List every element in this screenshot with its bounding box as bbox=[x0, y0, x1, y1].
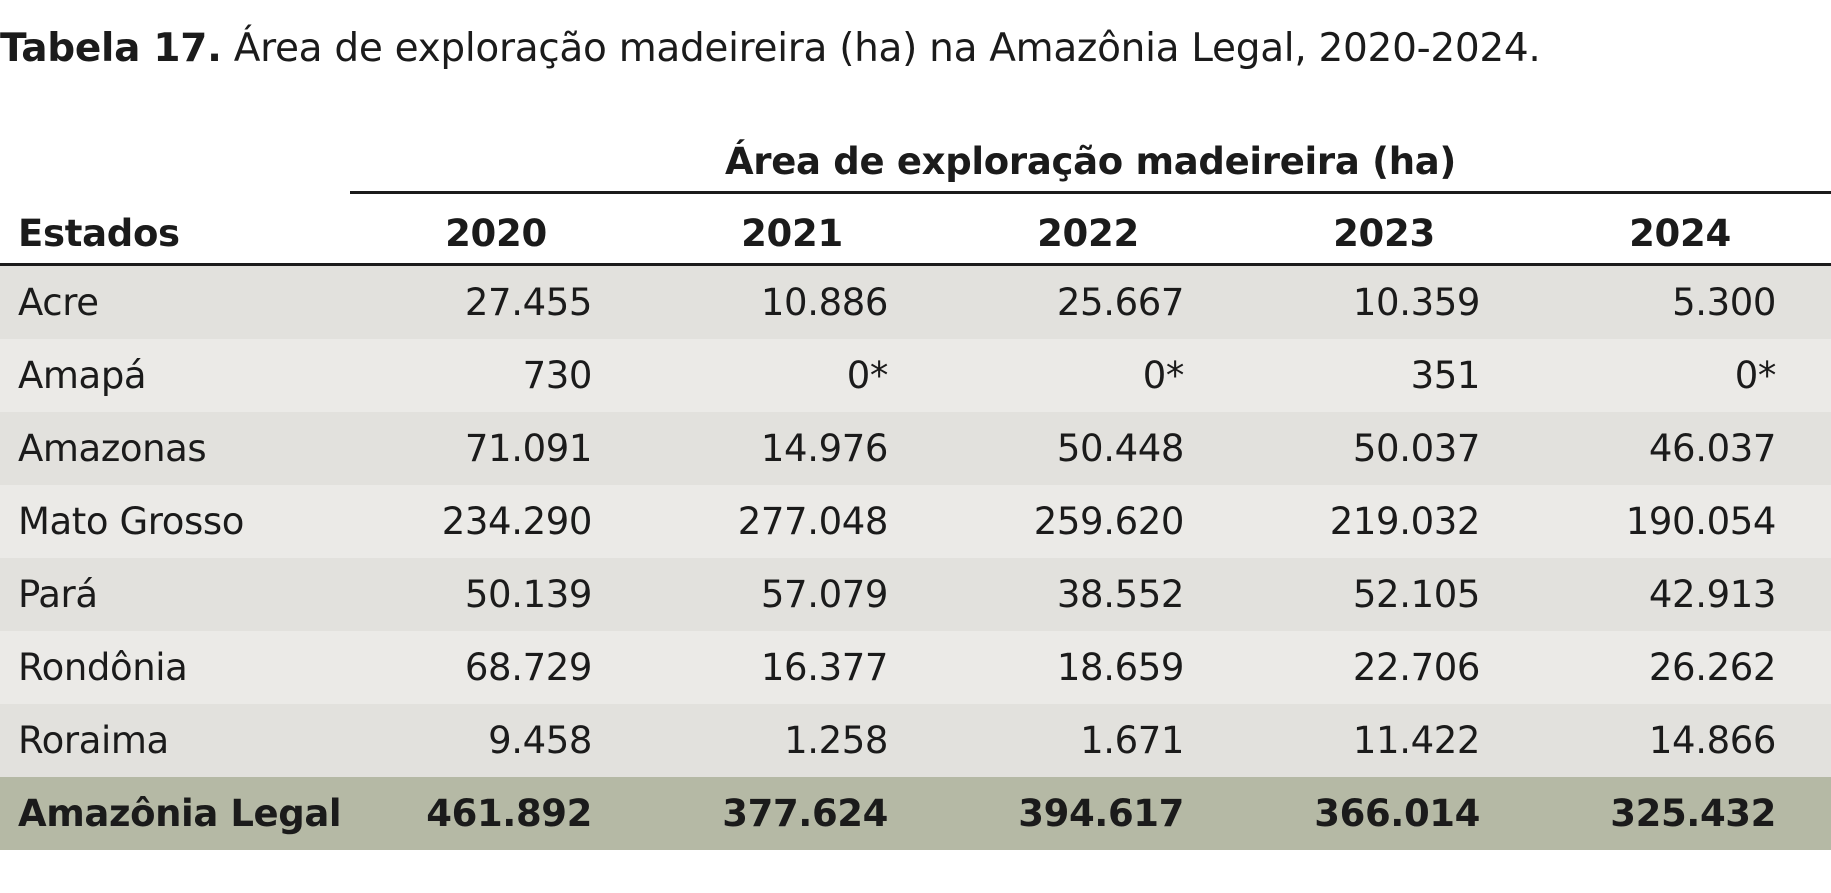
header-year: 2020 bbox=[445, 212, 547, 255]
value-cell: 22.706 bbox=[1352, 646, 1480, 689]
value-cell: 50.139 bbox=[464, 573, 592, 616]
value-cell: 46.037 bbox=[1648, 427, 1776, 470]
value-cell: 16.377 bbox=[760, 646, 888, 689]
caption-text: Área de exploração madeireira (ha) na Am… bbox=[221, 26, 1541, 71]
table-row: Pará 50.139 57.079 38.552 52.105 42.913 bbox=[0, 558, 1831, 631]
value-cell: 50.037 bbox=[1352, 427, 1480, 470]
table-row: Mato Grosso 234.290 277.048 259.620 219.… bbox=[0, 485, 1831, 558]
value-cell: 0* bbox=[846, 354, 889, 397]
value-cell: 259.620 bbox=[1033, 500, 1185, 543]
value-cell: 351 bbox=[1410, 354, 1481, 397]
table-row: Acre 27.455 10.886 25.667 10.359 5.300 bbox=[0, 266, 1831, 339]
state-cell: Roraima bbox=[18, 719, 169, 762]
header-year: 2023 bbox=[1333, 212, 1435, 255]
value-cell: 0* bbox=[1142, 354, 1185, 397]
value-cell: 14.976 bbox=[760, 427, 888, 470]
total-label: Amazônia Legal bbox=[18, 792, 342, 835]
total-value-cell: 325.432 bbox=[1610, 792, 1776, 835]
total-value-cell: 461.892 bbox=[426, 792, 592, 835]
header-year: 2022 bbox=[1037, 212, 1139, 255]
value-cell: 1.258 bbox=[784, 719, 888, 762]
table-row: Amazonas 71.091 14.976 50.448 50.037 46.… bbox=[0, 412, 1831, 485]
state-cell: Amazonas bbox=[18, 427, 207, 470]
table-row: Amapá 730 0* 0* 351 0* bbox=[0, 339, 1831, 412]
total-value-cell: 394.617 bbox=[1018, 792, 1184, 835]
value-cell: 18.659 bbox=[1056, 646, 1184, 689]
value-cell: 50.448 bbox=[1056, 427, 1184, 470]
table-body: Acre 27.455 10.886 25.667 10.359 5.300 A… bbox=[0, 266, 1831, 850]
value-cell: 42.913 bbox=[1648, 573, 1776, 616]
value-cell: 14.866 bbox=[1648, 719, 1776, 762]
state-cell: Amapá bbox=[18, 354, 147, 397]
value-cell: 219.032 bbox=[1329, 500, 1481, 543]
value-cell: 9.458 bbox=[488, 719, 592, 762]
table-caption: Tabela 17. Área de exploração madeireira… bbox=[0, 26, 1541, 71]
value-cell: 0* bbox=[1734, 354, 1777, 397]
value-cell: 25.667 bbox=[1056, 281, 1184, 324]
state-cell: Rondônia bbox=[18, 646, 188, 689]
value-cell: 26.262 bbox=[1648, 646, 1776, 689]
header-row: Estados 2020 2021 2022 2023 2024 bbox=[0, 194, 1831, 266]
value-cell: 730 bbox=[522, 354, 593, 397]
value-cell: 277.048 bbox=[737, 500, 889, 543]
table-row: Rondônia 68.729 16.377 18.659 22.706 26.… bbox=[0, 631, 1831, 704]
state-cell: Pará bbox=[18, 573, 98, 616]
value-cell: 27.455 bbox=[464, 281, 592, 324]
value-cell: 68.729 bbox=[464, 646, 592, 689]
state-cell: Acre bbox=[18, 281, 99, 324]
header-year: 2024 bbox=[1629, 212, 1731, 255]
value-cell: 38.552 bbox=[1056, 573, 1184, 616]
value-cell: 234.290 bbox=[441, 500, 593, 543]
total-row: Amazônia Legal 461.892 377.624 394.617 3… bbox=[0, 777, 1831, 850]
state-cell: Mato Grosso bbox=[18, 500, 245, 543]
total-value-cell: 366.014 bbox=[1314, 792, 1480, 835]
caption-label: Tabela 17. bbox=[0, 26, 222, 71]
header-states: Estados bbox=[18, 212, 180, 255]
value-cell: 10.359 bbox=[1352, 281, 1480, 324]
table-row: Roraima 9.458 1.258 1.671 11.422 14.866 bbox=[0, 704, 1831, 777]
value-cell: 5.300 bbox=[1672, 281, 1776, 324]
header-year: 2021 bbox=[741, 212, 843, 255]
value-cell: 71.091 bbox=[464, 427, 592, 470]
value-cell: 10.886 bbox=[760, 281, 888, 324]
value-cell: 57.079 bbox=[760, 573, 888, 616]
value-cell: 52.105 bbox=[1352, 573, 1480, 616]
column-group-header: Área de exploração madeireira (ha) bbox=[350, 130, 1831, 194]
total-value-cell: 377.624 bbox=[722, 792, 888, 835]
value-cell: 190.054 bbox=[1625, 500, 1777, 543]
value-cell: 1.671 bbox=[1080, 719, 1184, 762]
value-cell: 11.422 bbox=[1352, 719, 1480, 762]
column-group-title: Área de exploração madeireira (ha) bbox=[724, 140, 1457, 183]
